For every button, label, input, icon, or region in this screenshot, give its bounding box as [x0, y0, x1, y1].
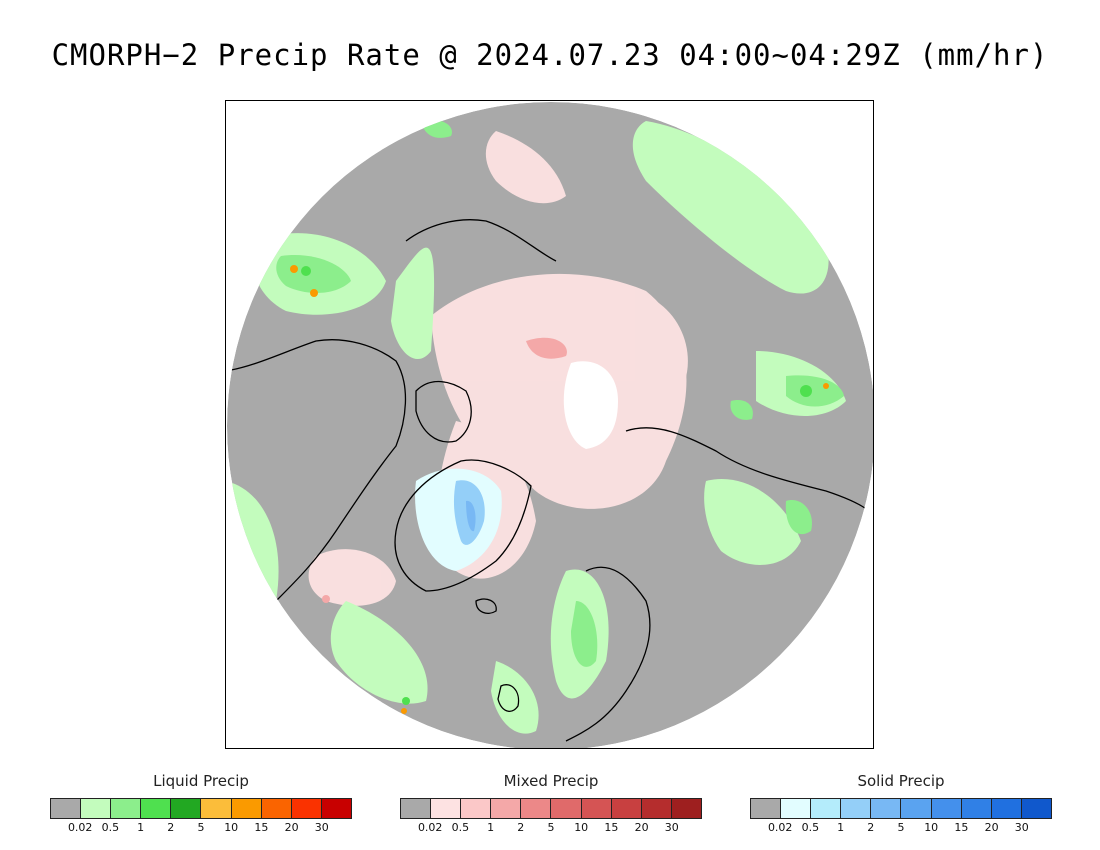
legend-tick-label: 30 [664, 821, 679, 834]
legend-swatch [261, 799, 292, 818]
legend-swatch [461, 799, 492, 818]
legend-swatch [141, 799, 172, 818]
legend-swatch [81, 799, 112, 818]
coastline-british-isles [497, 684, 520, 712]
legend-swatch [671, 799, 701, 818]
legend-swatch [871, 799, 902, 818]
coastline-north-america [227, 339, 407, 602]
legend-tick-label: 15 [954, 821, 969, 834]
legend-swatch [111, 799, 142, 818]
liquid-precip-moderate [276, 119, 844, 667]
legend-tick-label: 15 [604, 821, 619, 834]
legend-tick-label: 20 [284, 821, 299, 834]
legend-swatch [491, 799, 522, 818]
legend-tick-label: 0.5 [101, 821, 120, 834]
coastline-scandinavia [565, 566, 651, 742]
solid-precip-areas [415, 468, 502, 571]
legend-ticks: 0.02 0.5 1 2 5 10 15 20 30 [400, 821, 702, 835]
coastline-canadian-archipelago [415, 380, 472, 443]
coastline-iceland [475, 598, 497, 614]
legend-mixed-precip: Mixed Precip 0.02 0.5 1 2 5 10 15 20 30 [400, 770, 702, 835]
legend-tick-label: 20 [634, 821, 649, 834]
legend-tick-label: 20 [984, 821, 999, 834]
chart-title: CMORPH−2 Precip Rate @ 2024.07.23 04:00~… [51, 38, 1049, 72]
coastlines [227, 219, 873, 742]
polar-map [227, 102, 873, 748]
legend-tick-label: 2 [517, 821, 525, 834]
legend-swatch [231, 799, 262, 818]
legend-swatch [551, 799, 582, 818]
legend-swatch [291, 799, 322, 818]
legend-swatch [901, 799, 932, 818]
coastline-alaska-chukotka [405, 219, 557, 262]
legend-colorbar [50, 798, 352, 819]
legend-tick-label: 0.02 [767, 821, 793, 834]
coastline-russia [625, 427, 873, 522]
legend-swatch [751, 799, 782, 818]
legend-tick-label: 1 [837, 821, 845, 834]
legend-ticks: 0.02 0.5 1 2 5 10 15 20 30 [50, 821, 352, 835]
legend-tick-label: 5 [197, 821, 205, 834]
legend-tick-label: 15 [254, 821, 269, 834]
legend-solid-precip: Solid Precip 0.02 0.5 1 2 5 10 15 20 30 [750, 770, 1052, 835]
legend-tick-label: 0.02 [417, 821, 443, 834]
legend-swatch [1021, 799, 1051, 818]
legend-tick-label: 10 [224, 821, 239, 834]
legend-swatch [641, 799, 672, 818]
legend-tick-label: 5 [547, 821, 555, 834]
legend-tick-label: 10 [924, 821, 939, 834]
legend-swatch [611, 799, 642, 818]
legend-swatch [51, 799, 82, 818]
coastline-greenland [394, 459, 532, 592]
legend-tick-label: 30 [1014, 821, 1029, 834]
legend-colorbar [400, 798, 702, 819]
legend-title: Mixed Precip [503, 772, 599, 790]
legend-swatch [401, 799, 432, 818]
legend-tick-label: 0.02 [67, 821, 93, 834]
liquid-precip-heavy [301, 266, 812, 705]
legend-tick-label: 1 [487, 821, 495, 834]
legend-title: Liquid Precip [153, 772, 249, 790]
legend-tick-label: 1 [137, 821, 145, 834]
legend-tick-label: 2 [167, 821, 175, 834]
legend-tick-label: 2 [867, 821, 875, 834]
liquid-precip-intense [290, 265, 829, 714]
legend-swatch [321, 799, 351, 818]
legend-swatch [521, 799, 552, 818]
legend-swatch [841, 799, 872, 818]
legend-tick-label: 30 [314, 821, 329, 834]
legend-swatch [431, 799, 462, 818]
legend-colorbar [750, 798, 1052, 819]
legend-swatch [171, 799, 202, 818]
legend-swatch [781, 799, 812, 818]
legend-swatch [931, 799, 962, 818]
legend-tick-label: 5 [897, 821, 905, 834]
legend-tick-label: 10 [574, 821, 589, 834]
legend-tick-label: 0.5 [801, 821, 820, 834]
no-data-area [563, 361, 618, 449]
legend-tick-label: 0.5 [451, 821, 470, 834]
legend-title: Solid Precip [857, 772, 945, 790]
legend-swatch [961, 799, 992, 818]
map-frame [225, 100, 874, 749]
legend-liquid-precip: Liquid Precip 0.02 0.5 1 2 5 10 15 20 30 [50, 770, 352, 835]
legend-swatch [991, 799, 1022, 818]
legend-ticks: 0.02 0.5 1 2 5 10 15 20 30 [750, 821, 1052, 835]
legend-swatch [811, 799, 842, 818]
legend-swatch [201, 799, 232, 818]
mixed-precip-moderate [322, 337, 567, 603]
legend-swatch [581, 799, 612, 818]
